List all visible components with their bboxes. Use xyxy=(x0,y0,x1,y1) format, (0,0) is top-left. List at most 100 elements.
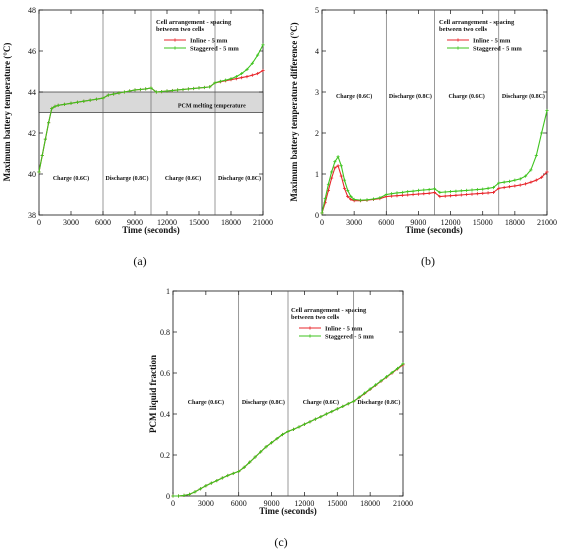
legend-label: Staggered - 5 mm xyxy=(473,45,522,52)
data-point-staggered xyxy=(374,383,378,387)
panel-b: Maximum battery temperature difference (… xyxy=(289,6,557,268)
x-axis-label-a: Time (seconds) xyxy=(122,225,180,235)
data-point-staggered xyxy=(395,191,399,195)
x-tick-label: 9000 xyxy=(127,218,143,227)
data-point-staggered xyxy=(427,187,431,192)
data-point-staggered xyxy=(302,422,307,426)
phase-label: Charge (0.6C) xyxy=(336,93,372,100)
data-point-staggered xyxy=(63,102,67,106)
data-point-inline xyxy=(486,191,490,195)
data-point-inline xyxy=(245,75,249,79)
data-point-staggered xyxy=(240,71,244,76)
data-point-staggered xyxy=(171,494,175,498)
data-point-staggered xyxy=(187,492,192,496)
data-point-staggered xyxy=(242,465,246,469)
data-point-staggered xyxy=(319,415,323,419)
data-point-staggered xyxy=(448,190,453,194)
x-tick-label: 3000 xyxy=(198,499,214,508)
data-point-inline xyxy=(518,183,522,187)
y-tick-label: 0.6 xyxy=(160,369,170,378)
data-point-staggered xyxy=(326,182,331,186)
panel-c: PCM liquid fraction Time (seconds) Cell … xyxy=(148,287,413,549)
y-tick-label: 4 xyxy=(315,47,319,56)
data-point-staggered xyxy=(465,188,469,192)
data-point-staggered xyxy=(259,450,263,454)
legend-title-b: Cell arrangement - spacing between two ce… xyxy=(439,19,515,33)
data-point-staggered xyxy=(198,487,202,491)
data-point-inline xyxy=(339,174,343,178)
data-point-staggered xyxy=(215,479,219,483)
data-point-inline xyxy=(422,192,426,196)
legend-label: Staggered - 5 mm xyxy=(190,45,239,52)
data-point-staggered xyxy=(459,189,463,193)
data-point-staggered xyxy=(176,494,181,498)
data-point-staggered xyxy=(313,417,317,421)
data-point-staggered xyxy=(226,473,230,478)
data-point-staggered xyxy=(291,427,296,431)
data-point-staggered xyxy=(149,86,153,90)
data-point-staggered xyxy=(75,100,79,104)
data-point-staggered xyxy=(95,97,99,101)
legend-title-a: Cell arrangement - spacing between two ce… xyxy=(156,19,232,33)
data-point-staggered xyxy=(339,164,343,168)
data-point-staggered xyxy=(181,87,185,92)
x-tick-label: 21000 xyxy=(537,218,557,227)
data-point-staggered xyxy=(286,429,290,434)
series-line-inline xyxy=(321,164,548,214)
legend-title-c: Cell arrangement - spacing between two ce… xyxy=(291,307,367,321)
data-point-staggered xyxy=(371,197,376,201)
data-point-staggered xyxy=(336,155,340,159)
data-point-staggered xyxy=(335,407,339,411)
data-point-staggered xyxy=(346,402,350,406)
x-tick-label: 0 xyxy=(37,218,41,227)
data-point-staggered xyxy=(82,99,86,103)
data-point-staggered xyxy=(416,188,421,192)
data-point-staggered xyxy=(88,98,92,102)
y-tick-label: 38 xyxy=(28,211,36,220)
data-point-staggered xyxy=(513,178,517,182)
data-point-staggered xyxy=(101,96,105,100)
data-point-staggered xyxy=(365,198,369,202)
y-tick-label: 3 xyxy=(315,88,319,97)
y-tick-label: 5 xyxy=(315,6,319,15)
data-point-staggered xyxy=(523,174,528,178)
data-point-staggered xyxy=(470,188,474,192)
data-point-inline xyxy=(459,193,463,197)
data-point-staggered xyxy=(352,197,356,202)
legend-label: Inline - 5 mm xyxy=(190,37,228,44)
data-point-staggered xyxy=(390,370,394,375)
data-point-staggered xyxy=(133,88,137,92)
data-point-staggered xyxy=(368,387,372,391)
x-axis-label-c: Time (seconds) xyxy=(259,506,317,516)
data-point-staggered xyxy=(358,198,363,202)
data-point-staggered xyxy=(363,391,367,395)
data-point-staggered xyxy=(248,460,252,464)
data-point-staggered xyxy=(264,445,268,449)
phase-label: Discharge (0.8C) xyxy=(242,399,285,406)
data-point-staggered xyxy=(384,192,388,197)
data-point-staggered xyxy=(165,89,169,93)
y-tick-label: 2 xyxy=(315,129,319,138)
data-point-inline xyxy=(346,194,350,199)
phase-label: Discharge (0.8C) xyxy=(357,399,400,406)
data-point-staggered xyxy=(275,437,279,441)
data-point-staggered xyxy=(237,469,241,473)
y-tick-label: 1 xyxy=(315,170,319,179)
data-point-staggered xyxy=(261,43,265,47)
panel-a: Maximum battery temperature (°C) Time (s… xyxy=(2,6,273,268)
data-point-inline xyxy=(261,68,265,73)
x-tick-label: 18000 xyxy=(360,499,380,508)
data-point-staggered xyxy=(250,61,254,65)
data-point-inline xyxy=(491,190,496,195)
data-point-staggered xyxy=(186,87,190,91)
data-point-staggered xyxy=(330,170,334,174)
data-point-staggered xyxy=(50,106,54,110)
phase-label: Charge (0.6C) xyxy=(303,399,339,406)
data-point-staggered xyxy=(346,188,350,192)
data-point-inline xyxy=(256,71,260,76)
data-point-inline xyxy=(523,182,528,186)
panel-label-a: (a) xyxy=(133,254,146,268)
data-point-staggered xyxy=(357,395,361,399)
y-tick-label: 1 xyxy=(166,287,170,296)
data-point-staggered xyxy=(170,88,174,93)
